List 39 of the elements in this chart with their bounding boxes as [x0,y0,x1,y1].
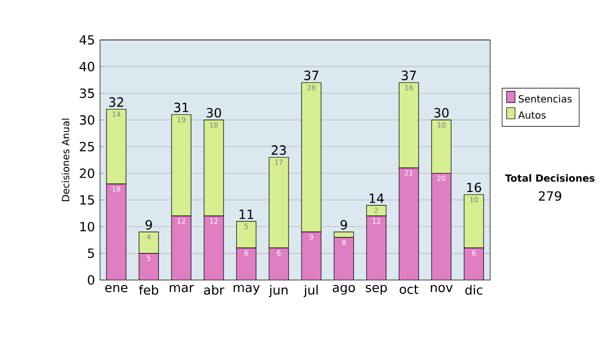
total-label: 30 [206,108,222,118]
y-axis-title: Decisiones Anual [62,118,70,202]
x-tick-label: nov [430,284,453,292]
y-tick-label: 25 [80,142,94,152]
x-tick-label: dic [465,284,482,295]
legend-label: Autos [518,111,546,119]
total-label: 9 [146,220,152,230]
total-label: 23 [272,145,286,155]
y-tick-label: 0 [88,275,94,285]
total-label: 37 [304,70,318,80]
y-tick-label: 15 [80,195,94,205]
x-tick-label: oct [400,284,418,294]
x-tick-label: feb [138,284,158,295]
x-tick-label: mar [170,284,194,292]
x-tick-label: ago [332,284,355,295]
text: Total Decisiones [505,174,594,182]
y-tick-label: 30 [80,115,94,125]
x-tick-label: jul [304,284,318,298]
total-label: 11 [240,210,254,219]
y-tick-label: 45 [80,35,94,45]
total-label: 9 [340,220,347,230]
y-tick-label: 20 [80,168,94,178]
x-tick-label: may [234,284,260,295]
x-tick-label: jun [268,284,288,298]
total-label: 31 [174,102,188,112]
y-tick-label: 5 [88,248,94,258]
legend-label: Sentencias [518,94,572,103]
y-tick-label: 40 [80,62,94,72]
y-tick-label: 10 [80,222,94,232]
total-label: 32 [109,97,124,107]
x-tick-label: sep [366,284,387,295]
x-tick-label: abr [204,284,224,295]
x-tick-label: ene [105,284,128,292]
total-label: 30 [434,108,449,118]
total-label: 14 [370,194,384,203]
total-label: 16 [467,182,482,192]
text: 279 [538,191,562,201]
total-label: 37 [402,70,416,80]
y-tick-label: 35 [80,88,94,98]
